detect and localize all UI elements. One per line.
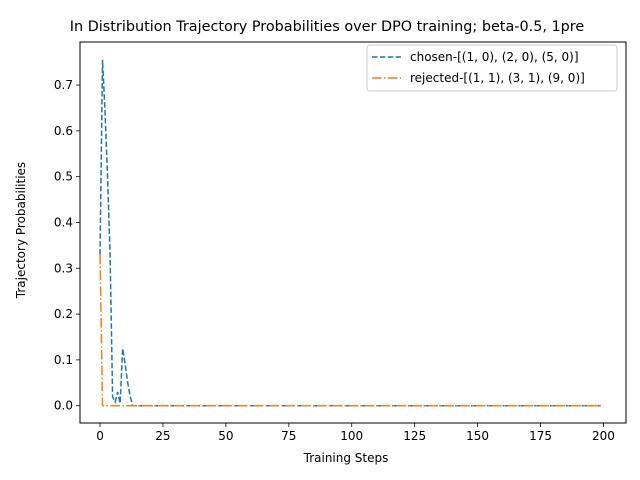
x-tick-label: 0 bbox=[96, 429, 104, 443]
y-tick-label: 0.4 bbox=[54, 215, 73, 229]
y-axis-label: Trajectory Probabilities bbox=[14, 162, 28, 299]
x-tick-label: 50 bbox=[218, 429, 233, 443]
x-tick-label: 100 bbox=[340, 429, 363, 443]
y-tick-label: 0.3 bbox=[54, 261, 73, 275]
x-axis-ticks: 0 25 50 75 100 125 150 175 200 bbox=[96, 423, 615, 443]
y-tick-label: 0.2 bbox=[54, 307, 73, 321]
x-tick-label: 75 bbox=[281, 429, 296, 443]
y-axis-ticks: 0.0 0.1 0.2 0.3 0.4 0.5 0.6 0.7 bbox=[54, 78, 80, 413]
x-tick-label: 150 bbox=[466, 429, 489, 443]
series-line-0 bbox=[99, 59, 601, 407]
y-tick-label: 0.1 bbox=[54, 353, 73, 367]
legend-label-1: rejected-[(1, 1), (3, 1), (9, 0)] bbox=[410, 71, 585, 85]
series-line-1 bbox=[99, 254, 601, 407]
chart-title: In Distribution Trajectory Probabilities… bbox=[70, 19, 585, 35]
legend: chosen-[(1, 0), (2, 0), (5, 0)] rejected-… bbox=[366, 44, 618, 92]
x-axis-label: Training Steps bbox=[303, 451, 389, 465]
x-tick-label: 175 bbox=[529, 429, 552, 443]
y-tick-label: 0.5 bbox=[54, 170, 73, 184]
x-tick-label: 25 bbox=[155, 429, 170, 443]
y-tick-label: 0.7 bbox=[54, 78, 73, 92]
legend-label-0: chosen-[(1, 0), (2, 0), (5, 0)] bbox=[410, 50, 579, 64]
plot-area-frame bbox=[79, 41, 627, 424]
y-tick-label: 0.0 bbox=[54, 399, 73, 413]
x-tick-label: 125 bbox=[403, 429, 426, 443]
x-tick-label: 200 bbox=[592, 429, 615, 443]
series-layer bbox=[99, 59, 601, 407]
y-tick-label: 0.6 bbox=[54, 124, 73, 138]
legend-box bbox=[366, 44, 618, 92]
